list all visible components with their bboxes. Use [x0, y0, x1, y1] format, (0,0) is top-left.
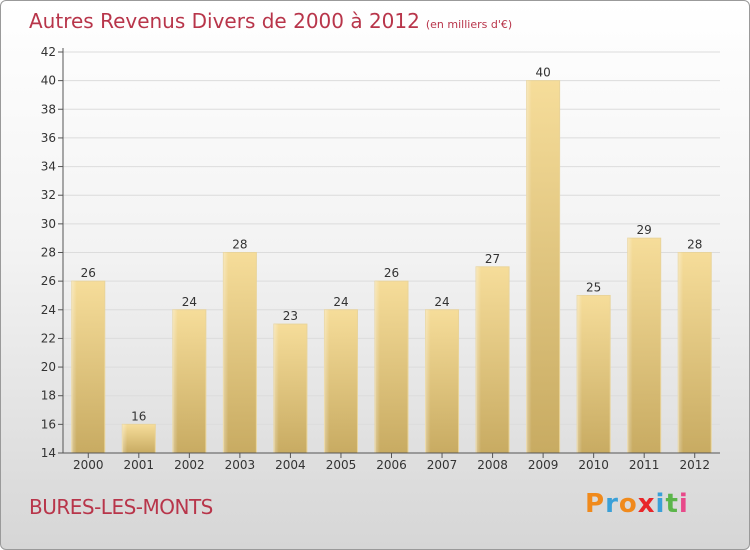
y-tick-label: 42: [41, 45, 56, 59]
data-label-2008: 27: [485, 252, 500, 266]
data-label-2003: 28: [232, 238, 247, 252]
data-label-2012: 28: [687, 238, 702, 252]
data-label-2007: 24: [434, 295, 449, 309]
data-label-2010: 25: [586, 280, 601, 294]
x-tick-label: 2000: [73, 458, 104, 472]
bar-highlight: [273, 324, 307, 453]
bar-highlight: [678, 252, 712, 453]
logo-letter: i: [655, 489, 666, 519]
bar-highlight: [71, 281, 105, 453]
data-label-2006: 26: [384, 266, 399, 280]
bar-highlight: [122, 424, 156, 453]
data-label-2000: 26: [81, 266, 96, 280]
logo-letter: r: [605, 489, 619, 519]
bar-highlight: [375, 281, 408, 453]
y-tick-label: 16: [41, 417, 56, 431]
y-tick-label: 30: [41, 217, 56, 231]
y-tick-label: 20: [41, 360, 56, 374]
logo-letter: i: [678, 489, 689, 519]
y-tick-label: 18: [41, 389, 56, 403]
x-tick-label: 2009: [528, 458, 559, 472]
y-tick-label: 36: [41, 131, 56, 145]
chart-subtitle: (en milliers d'€): [425, 18, 513, 31]
y-tick-label: 22: [41, 331, 56, 345]
data-label-2011: 29: [637, 223, 652, 237]
place-name: BURES-LES-MONTS: [29, 495, 213, 519]
bar-highlight: [627, 238, 661, 453]
proxiti-logo: Proxiti: [585, 489, 689, 519]
chart-title-text: Autres Revenus Divers de 2000 à 2012: [29, 9, 420, 33]
data-label-2009: 40: [535, 66, 550, 80]
x-tick-label: 2010: [578, 458, 609, 472]
y-tick-label: 24: [41, 303, 56, 317]
y-tick-label: 38: [41, 102, 56, 116]
data-label-2004: 23: [283, 309, 298, 323]
x-tick-label: 2011: [629, 458, 660, 472]
data-label-2001: 16: [131, 409, 146, 423]
logo-letter: x: [637, 489, 656, 519]
y-tick-label: 34: [41, 160, 56, 174]
x-tick-label: 2008: [477, 458, 508, 472]
bar-highlight: [577, 295, 611, 453]
x-tick-label: 2006: [376, 458, 407, 472]
x-tick-label: 2001: [124, 458, 155, 472]
x-tick-label: 2003: [225, 458, 256, 472]
x-tick-label: 2002: [174, 458, 205, 472]
x-tick-label: 2012: [679, 458, 710, 472]
x-tick-label: 2007: [427, 458, 458, 472]
bar-highlight: [526, 80, 560, 454]
y-tick-label: 28: [41, 246, 56, 260]
logo-letter: t: [665, 489, 679, 519]
y-tick-label: 14: [41, 446, 56, 460]
x-tick-label: 2004: [275, 458, 306, 472]
bar-highlight: [324, 309, 358, 453]
bar-highlight: [172, 309, 206, 453]
x-tick-label: 2005: [326, 458, 357, 472]
y-tick-label: 40: [41, 74, 56, 88]
data-label-2002: 24: [182, 295, 197, 309]
bar-highlight: [476, 266, 510, 453]
y-tick-label: 26: [41, 274, 56, 288]
y-tick-label: 32: [41, 188, 56, 202]
logo-letter: o: [618, 489, 638, 519]
bar-highlight: [223, 252, 257, 453]
chart-title: Autres Revenus Divers de 2000 à 2012 (en …: [29, 9, 512, 33]
logo-letter: P: [585, 489, 606, 519]
data-label-2005: 24: [333, 295, 348, 309]
bar-highlight: [425, 309, 459, 453]
